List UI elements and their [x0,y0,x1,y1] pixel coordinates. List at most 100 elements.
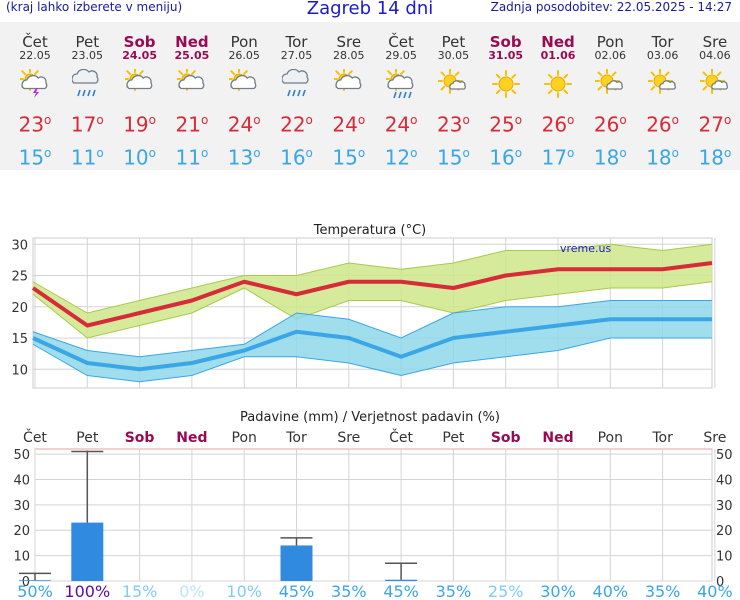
precip-probability-label: 30% [540,582,576,600]
temp-max: 19o [123,112,156,137]
precip-bar [71,522,104,581]
day-date: 22.05 [19,49,51,62]
precip-day-label: Čet [23,428,47,446]
day-column: Ned 25.05 21o 11o [166,22,218,168]
temp-min: 13o [227,145,261,170]
sun-small-cloud-icon [437,68,468,99]
precip-day-label: Tor [651,430,673,446]
day-name: Tor [285,33,308,51]
precip-day-label: Ned [542,430,573,446]
temp-max: 24o [227,112,261,137]
temp-min: 18o [646,145,679,170]
sun-icon [491,69,521,99]
temp-max: 26o [541,112,575,137]
precip-day-label: Sre [337,430,360,446]
precip-tick-label-left: 20 [13,524,30,539]
precip-probability-label: 10% [226,582,262,600]
temp-min: 15o [332,145,366,170]
temp-band-edge [32,337,712,383]
precip-probability-label: 45% [279,582,315,600]
temp-max: 21o [175,112,209,137]
temp-min: 12o [384,145,418,170]
temp-min: 15o [18,145,52,170]
temp-max: 23o [18,112,52,137]
temp-max: 22o [280,112,313,137]
precip-probability-label: 0% [179,582,204,600]
temp-band-edge [32,281,713,339]
precip-day-label: Pon [598,430,623,446]
day-date: 26.05 [228,49,260,62]
precip-day-label: Pet [442,430,465,446]
precip-tick-label-right: 0 [716,575,724,590]
temp-max: 26o [646,112,679,137]
day-column: Pet 23.05 17o 11o [61,22,113,168]
precip-probability-label: 100% [64,582,110,600]
sun-small-cloud-icon [646,68,678,99]
temp-min: 15o [436,145,470,170]
day-name: Čet [22,33,48,51]
temp-min: 18o [698,145,732,170]
day-column: Sob 24.05 19o 10o [114,22,166,168]
temp-min: 11o [175,145,209,170]
sun-cloud-icon [227,67,259,99]
temp-band-edge [32,243,713,314]
temp-tick-label: 10 [11,363,28,378]
day-date: 31.05 [488,49,524,62]
precip-bar [19,580,51,581]
max-temp-range-band [33,244,712,338]
precip-probability-label: 15% [122,582,158,600]
day-date: 29.05 [385,49,417,62]
day-name: Sre [336,33,362,51]
precip-day-label: Čet [389,428,413,446]
precip-bar [385,579,418,581]
temp-min: 10o [123,145,156,170]
day-name: Ned [541,33,575,51]
cloud-rain-icon [280,68,312,99]
day-date: 03.06 [646,49,679,62]
day-date: 24.05 [122,49,157,62]
sun-cloud-rain-icon [384,67,416,99]
precip-day-label: Sob [125,430,155,446]
precip-tick-label-right: 40 [716,473,733,488]
temperature-chart-title: Temperatura (°C) [313,223,426,238]
temp-tick-label: 20 [11,301,28,316]
day-column: Čet 22.05 23o 15o [9,22,61,168]
precip-tick-label-left: 30 [13,499,30,514]
precip-tick-label-left: 0 [22,575,30,590]
temp-max: 17o [70,112,104,137]
temp-min: 18o [593,145,627,170]
day-date: 02.06 [594,49,627,62]
precip-tick-label-right: 20 [716,524,733,539]
day-name: Sre [702,33,728,51]
day-name: Pet [75,33,100,51]
temp-min: 16o [489,145,523,170]
day-name: Pon [596,33,624,51]
day-column: Tor 03.06 26o 18o [637,22,689,168]
day-name: Čet [388,33,414,51]
day-name: Pon [230,33,258,51]
temp-max: 25o [489,112,523,137]
precip-probability-label: 35% [645,582,681,600]
day-column: Čet 29.05 24o 12o [375,22,427,168]
precip-day-label: Pet [76,430,99,446]
sun-cloud-icon [122,67,155,99]
temp-tick-label: 25 [11,270,28,285]
precip-tick-label-left: 50 [13,448,30,463]
day-column: Sre 04.06 27o 18o [689,22,740,168]
sun-small-cloud-icon [698,68,730,99]
temp-min: 17o [541,145,575,170]
day-date: 23.05 [71,49,104,62]
sun-small-cloud-icon [594,68,625,99]
precip-day-label: Tor [285,430,307,446]
sun-icon [543,69,573,99]
precip-probability-label: 35% [436,582,472,600]
precip-day-label: Ned [176,430,207,446]
temp-max: 24o [384,112,418,137]
day-date: 27.05 [280,49,313,62]
min-temp-line [32,317,712,372]
day-name: Ned [175,33,209,51]
day-column: Sob 31.05 25o 16o [480,22,532,168]
watermark: vreme.us [560,242,612,255]
precip-probability-label: 25% [488,582,524,600]
temp-max: 24o [332,112,366,137]
